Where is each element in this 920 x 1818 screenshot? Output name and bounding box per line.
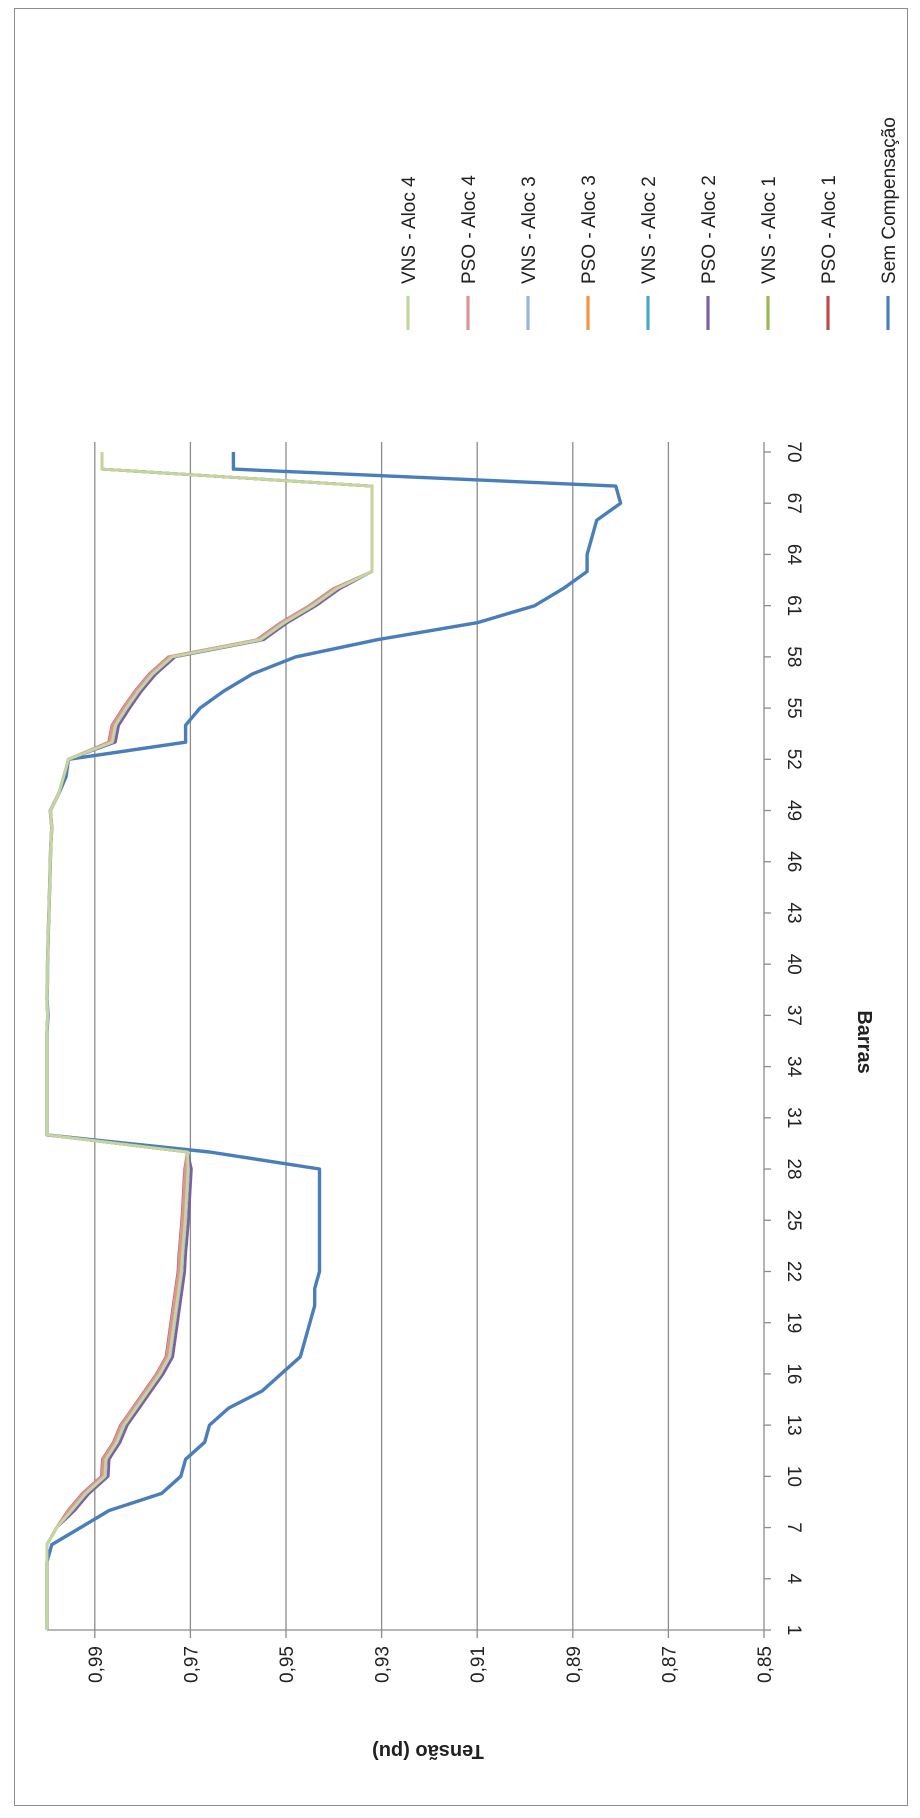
x-tick-label: 22 <box>783 1261 804 1282</box>
x-tick-labels: 1 4 7 10 13 16 19 22 25 28 31 34 37 40 43 46 49 52 55 58 61 6… <box>783 441 804 1635</box>
series-line <box>45 452 374 1630</box>
x-tick-label: 16 <box>783 1363 804 1384</box>
y-tick-label: 0,99 <box>86 1646 107 1683</box>
series-layer <box>45 452 623 1630</box>
x-tick-label: 40 <box>783 954 804 975</box>
legend: Sem Compensação PSO - Aloc 1 VNS - Aloc 1 P… <box>399 117 900 330</box>
y-axis-title: Tensão (pu) <box>372 1740 484 1762</box>
x-tick-label: 67 <box>783 493 804 514</box>
x-tick-label: 31 <box>783 1107 804 1128</box>
series-line <box>45 452 374 1630</box>
y-tick-labels: 0,85 0,87 0,89 0,91 0,93 0,95 0,97 0,99 <box>86 1646 776 1683</box>
legend-label: VNS - Aloc 3 <box>519 176 540 284</box>
x-tick-label: 61 <box>783 595 804 616</box>
legend-label: PSO - Aloc 2 <box>699 175 720 284</box>
series-line <box>45 452 623 1630</box>
x-tick-label: 34 <box>783 1056 804 1078</box>
series-line <box>45 452 374 1630</box>
x-tick-label: 46 <box>783 851 804 872</box>
y-tick-label: 0,95 <box>277 1646 298 1683</box>
legend-label: PSO - Aloc 4 <box>459 175 480 284</box>
y-tick-label: 0,91 <box>468 1646 489 1683</box>
x-tick-label: 10 <box>783 1466 804 1487</box>
x-tick-label: 37 <box>783 1005 804 1026</box>
grid-layer <box>94 442 670 1630</box>
x-tick-label: 1 <box>783 1625 804 1636</box>
axis-layer <box>47 442 771 1638</box>
x-tick-label: 52 <box>783 749 804 770</box>
x-tick-label: 28 <box>783 1158 804 1179</box>
legend-label: VNS - Aloc 4 <box>399 176 420 284</box>
legend-label: PSO - Aloc 3 <box>579 175 600 284</box>
chart-frame <box>14 8 908 1806</box>
series-line <box>45 452 374 1630</box>
x-tick-label: 64 <box>783 544 804 566</box>
x-axis-title: Barras <box>853 1010 875 1073</box>
x-tick-label: 43 <box>783 902 804 923</box>
y-tick-label: 0,87 <box>659 1646 680 1683</box>
x-tick-label: 13 <box>783 1415 804 1436</box>
x-tick-label: 58 <box>783 646 804 667</box>
legend-label: PSO - Aloc 1 <box>819 175 840 284</box>
x-tick-label: 70 <box>783 441 804 462</box>
x-tick-label: 19 <box>783 1312 804 1333</box>
y-tick-label: 0,97 <box>181 1646 202 1683</box>
x-tick-label: 55 <box>783 698 804 719</box>
x-tick-label: 4 <box>783 1573 804 1584</box>
x-tick-label: 7 <box>783 1522 804 1533</box>
series-line <box>45 452 374 1630</box>
y-tick-label: 0,85 <box>755 1646 776 1683</box>
y-tick-label: 0,93 <box>373 1646 394 1683</box>
legend-label: VNS - Aloc 1 <box>759 176 780 284</box>
series-line <box>45 452 374 1630</box>
x-tick-label: 49 <box>783 800 804 821</box>
x-tick-label: 25 <box>783 1210 804 1231</box>
series-line <box>45 452 374 1630</box>
legend-label: VNS - Aloc 2 <box>639 176 660 284</box>
y-tick-label: 0,89 <box>564 1646 585 1683</box>
legend-label: Sem Compensação <box>879 117 900 284</box>
series-line <box>45 452 374 1630</box>
